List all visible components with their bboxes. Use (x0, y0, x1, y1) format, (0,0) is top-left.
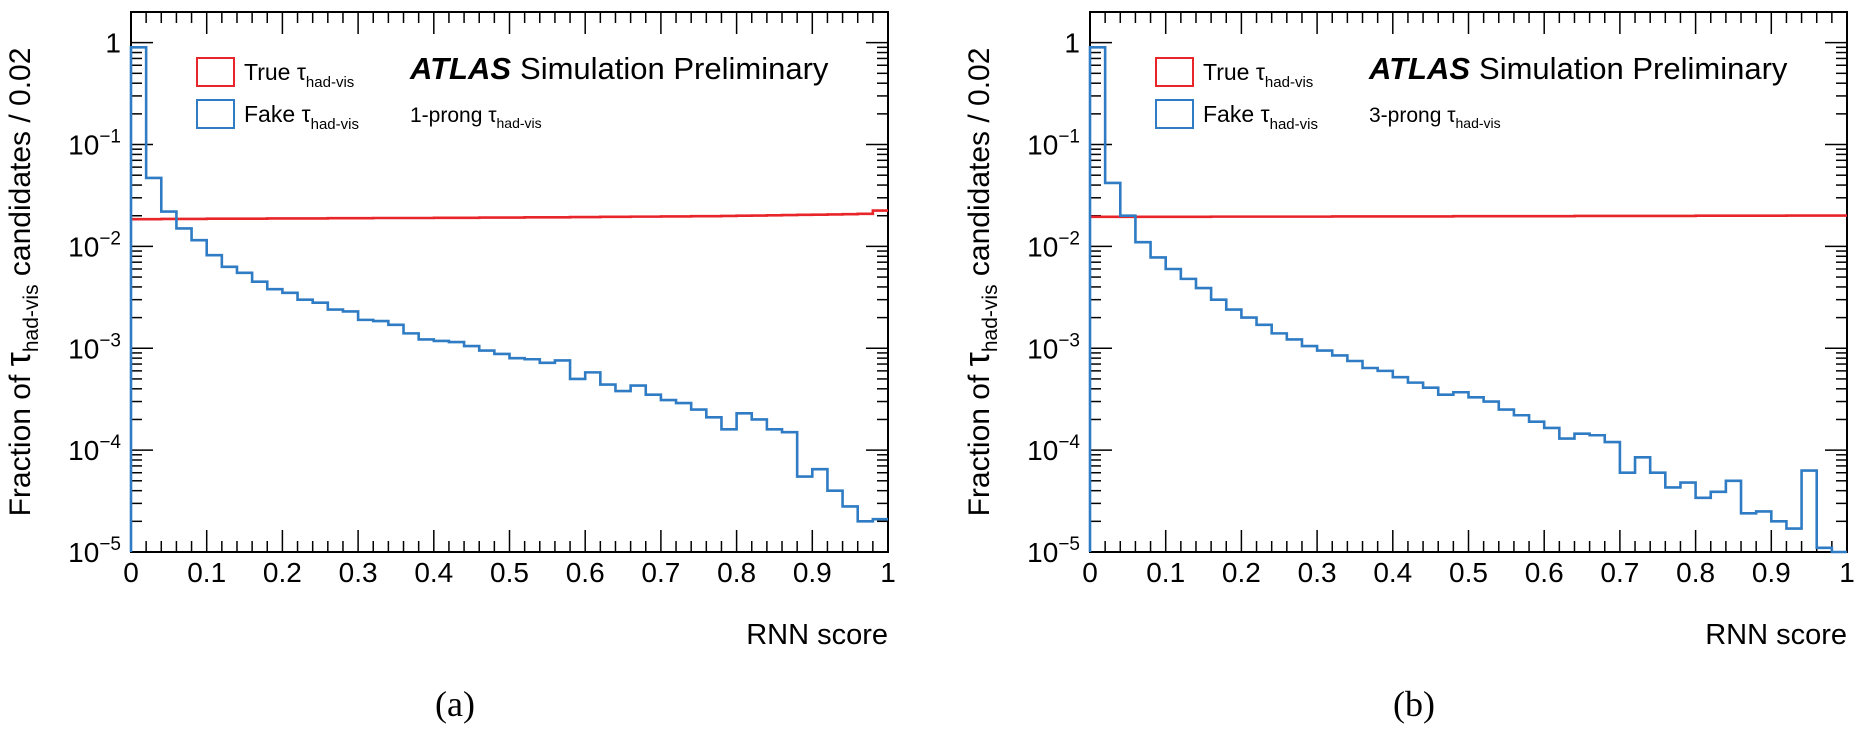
series-fake-tau-histogram (129, 46, 888, 552)
series-true-tau-histogram (131, 209, 888, 221)
x-tick-label: 0.9 (793, 557, 832, 588)
y-tick-label: 10−5 (1027, 534, 1080, 568)
y-tick-label: 10−1 (1027, 127, 1080, 161)
x-tick-label: 0 (123, 557, 139, 588)
y-tick-label: 1 (1064, 28, 1080, 59)
atlas-label: ATLAS Simulation Preliminary (1368, 51, 1788, 86)
x-tick-label: 0.9 (1752, 557, 1791, 588)
y-tick-label: 10−4 (1027, 432, 1080, 466)
y-tick-label: 10−4 (68, 432, 121, 466)
y-tick-label: 10−2 (1027, 228, 1080, 262)
y-axis-label: Fraction of τhad-vis candidates / 0.02 (956, 48, 1002, 517)
legend-true-swatch (1155, 57, 1194, 87)
series-fake-tau-histogram (1088, 46, 1847, 554)
legend-fake-label: Fake τhad-vis (1203, 101, 1318, 133)
x-tick-label: 0.1 (1146, 557, 1185, 588)
x-tick-label: 0.3 (339, 557, 378, 588)
y-axis-label: Fraction of τhad-vis candidates / 0.02 (0, 48, 43, 517)
y-axis-ticks (1090, 11, 1847, 553)
plot-frame (130, 11, 889, 553)
x-axis-ticks (130, 12, 889, 552)
x-tick-label: 0.4 (414, 557, 453, 588)
x-tick-label: 0.2 (1222, 557, 1261, 588)
chart-panel-a: 0 0.1 0.2 0.3 0.4 0.5 0.6 0.7 0.8 0.9 1 1 10−1 10−2 10… (0, 11, 896, 724)
y-tick-label: 10−3 (1027, 330, 1080, 364)
legend-true-label: True τhad-vis (1203, 59, 1313, 91)
x-tick-label: 0.6 (566, 557, 605, 588)
x-axis-label: RNN score (1705, 619, 1847, 651)
legend-fake-label: Fake τhad-vis (244, 101, 359, 133)
chart-panel-b: 0 0.1 0.2 0.3 0.4 0.5 0.6 0.7 0.8 0.9 1 1 10−1 10−2 10… (956, 11, 1855, 724)
legend: True τhad-vis Fake τhad-vis (1155, 57, 1318, 133)
legend-true-label: True τhad-vis (244, 59, 354, 91)
x-tick-label: 1 (1839, 557, 1855, 588)
y-axis-ticks (131, 11, 888, 553)
y-tick-label: 10−3 (68, 330, 121, 364)
prong-label: 1-prong τhad-vis (410, 104, 542, 131)
x-axis-ticks (1089, 12, 1848, 552)
panel-caption: (a) (435, 684, 475, 724)
y-tick-label: 10−1 (68, 127, 121, 161)
legend-true-swatch (196, 57, 235, 87)
x-tick-label: 0.5 (1449, 557, 1488, 588)
y-tick-label: 10−5 (68, 534, 121, 568)
y-tick-label: 10−2 (68, 228, 121, 262)
x-tick-label: 0.5 (490, 557, 529, 588)
legend-fake-swatch (1155, 99, 1194, 129)
x-tick-label: 0.6 (1525, 557, 1564, 588)
x-axis-label: RNN score (746, 619, 888, 651)
x-tick-label: 0.1 (187, 557, 226, 588)
x-tick-label: 0.8 (717, 557, 756, 588)
x-tick-label: 0.7 (641, 557, 680, 588)
y-tick-label: 1 (105, 28, 121, 59)
legend: True τhad-vis Fake τhad-vis (196, 57, 359, 133)
prong-label: 3-prong τhad-vis (1369, 104, 1501, 131)
x-tick-label: 0.4 (1373, 557, 1412, 588)
x-tick-label: 0 (1082, 557, 1098, 588)
x-tick-label: 1 (880, 557, 896, 588)
panel-caption: (b) (1393, 684, 1435, 724)
atlas-label: ATLAS Simulation Preliminary (409, 51, 829, 86)
x-tick-label: 0.2 (263, 557, 302, 588)
legend-fake-swatch (196, 99, 235, 129)
x-tick-label: 0.3 (1298, 557, 1337, 588)
series-true-tau-histogram (1090, 214, 1847, 219)
plot-frame (1089, 11, 1848, 553)
x-tick-label: 0.8 (1676, 557, 1715, 588)
x-tick-label: 0.7 (1600, 557, 1639, 588)
